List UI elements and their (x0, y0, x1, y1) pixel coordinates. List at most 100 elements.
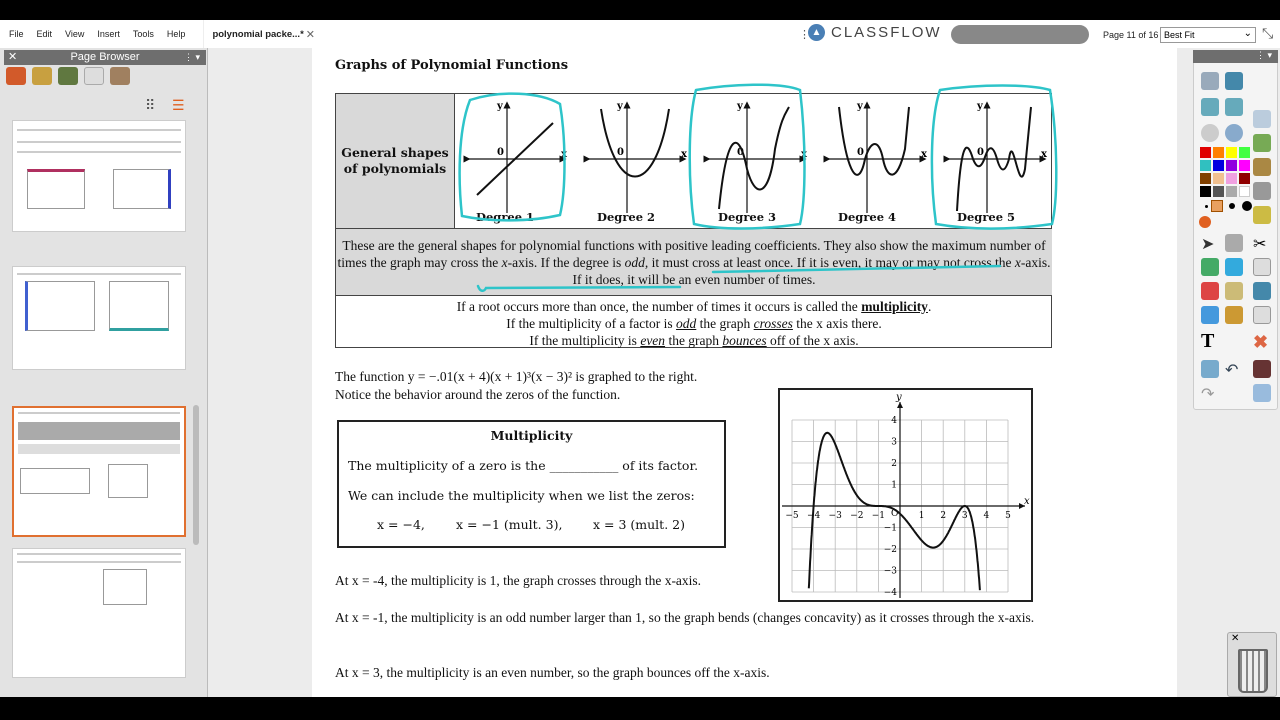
redo-icon[interactable]: ↷ (1201, 386, 1215, 403)
pen-size-xlarge[interactable] (1242, 201, 1252, 211)
select-icon[interactable]: ➤ (1201, 236, 1215, 253)
menu-edit[interactable]: Edit (36, 29, 53, 39)
text-icon[interactable]: T (1201, 330, 1215, 352)
text: bounces (722, 333, 767, 348)
trash-bin[interactable]: ✕ (1227, 632, 1277, 697)
color-swatch[interactable] (1226, 160, 1237, 171)
text: the x axis there. (792, 316, 882, 331)
toolbar-buttons: ➤ T ↶ ↷ ✂ ✖ (1193, 50, 1278, 410)
color-swatch[interactable] (1226, 186, 1237, 197)
chevron-down-icon: ⌄ (1243, 28, 1252, 39)
connector-icon[interactable] (1201, 306, 1219, 324)
zoom-select[interactable]: Best Fit ⌄ (1160, 27, 1256, 43)
color-swatch[interactable] (1239, 186, 1250, 197)
rule-line: If the multiplicity is even the graph bo… (336, 332, 1052, 349)
screen-icon[interactable] (1225, 72, 1243, 90)
fullscreen-icon[interactable]: ⤡ (1262, 25, 1274, 41)
degree-graph: y x 0 (463, 101, 568, 213)
panel-menu-icon[interactable]: ⋮ ▾ (183, 52, 200, 62)
menu-file[interactable]: File (9, 29, 24, 39)
zero: x = −4, (377, 517, 425, 532)
camera-icon[interactable] (1253, 134, 1271, 152)
y-axis-arrow (897, 402, 903, 408)
eraser-icon[interactable] (1201, 282, 1219, 300)
color-swatch[interactable] (1213, 160, 1224, 171)
zoom-value: Best Fit (1164, 30, 1195, 40)
color-swatch[interactable] (1226, 147, 1237, 158)
color-swatch[interactable] (1200, 186, 1211, 197)
properties-icon[interactable] (110, 67, 130, 85)
document-tab[interactable]: polynomial packe...* ✕ (203, 20, 323, 48)
clear-icon[interactable] (1201, 360, 1219, 378)
x-tick-label: −5 (785, 511, 799, 521)
degree-1-label: Degree 1 (475, 210, 535, 224)
menu-help[interactable]: Help (166, 29, 186, 39)
color-swatch[interactable] (1226, 173, 1237, 184)
pen-size-small[interactable] (1205, 205, 1208, 208)
copy-icon[interactable] (1253, 258, 1271, 276)
y-tick-label: −4 (884, 588, 898, 598)
pen-size-medium[interactable] (1211, 200, 1223, 212)
undo-icon[interactable]: ↶ (1225, 362, 1239, 379)
menu-tools[interactable]: Tools (132, 29, 154, 39)
x-axis-label: x (1041, 149, 1048, 160)
save-icon[interactable] (1253, 360, 1271, 378)
page-sorter-icon[interactable] (1201, 72, 1219, 90)
pages-icon[interactable] (6, 67, 26, 85)
list-view-icon[interactable]: ☰ (172, 97, 185, 113)
pen-color-slider[interactable] (1199, 216, 1211, 228)
page-thumbnail-current[interactable] (12, 406, 186, 537)
shapes-description: These are the general shapes for polynom… (336, 229, 1052, 296)
fill-icon[interactable] (1225, 282, 1243, 300)
more-icon[interactable]: ⋮ (799, 29, 810, 41)
text: . (927, 299, 932, 314)
page-thumbnail[interactable] (12, 548, 186, 678)
save-ink-icon[interactable] (1253, 158, 1271, 176)
color-swatch[interactable] (1213, 147, 1224, 158)
duplicate-icon[interactable] (1253, 306, 1271, 324)
next-page-icon[interactable] (1225, 98, 1243, 116)
resources-icon[interactable] (58, 67, 78, 85)
menu-insert[interactable]: Insert (97, 29, 120, 39)
pen-icon[interactable] (1201, 258, 1219, 276)
close-icon[interactable]: ✕ (305, 28, 315, 41)
color-swatch[interactable] (1239, 160, 1250, 171)
toolbar-header[interactable]: ⋮ ▾ (1193, 50, 1278, 63)
color-swatch[interactable] (1213, 186, 1224, 197)
ink-icon[interactable] (1253, 206, 1271, 224)
web-browser-icon[interactable] (1225, 124, 1243, 142)
text: the graph (665, 333, 723, 348)
color-swatch[interactable] (1200, 147, 1211, 158)
notes-icon[interactable] (84, 67, 104, 85)
page-extension-icon[interactable] (1253, 110, 1271, 128)
paste-icon[interactable] (1253, 282, 1271, 300)
box-line: The multiplicity of a zero is the ______… (348, 458, 699, 473)
x-tick-label: 3 (962, 511, 968, 521)
pen-size-large[interactable] (1229, 203, 1235, 209)
color-swatch[interactable] (1239, 147, 1250, 158)
scrollbar[interactable] (193, 405, 199, 545)
scissors-icon[interactable]: ✂ (1253, 236, 1267, 253)
highlighter-icon[interactable] (1225, 258, 1243, 276)
search-bar[interactable] (951, 25, 1089, 44)
delete-icon[interactable]: ✖ (1253, 332, 1269, 352)
close-icon[interactable]: ✕ (8, 51, 18, 63)
clipboard-icon[interactable] (1253, 384, 1271, 402)
media-icon[interactable] (32, 67, 52, 85)
previous-page-icon[interactable] (1201, 98, 1219, 116)
color-swatch[interactable] (1200, 160, 1211, 171)
color-swatch[interactable] (1239, 173, 1250, 184)
play-icon[interactable] (1201, 124, 1219, 142)
color-swatch[interactable] (1200, 173, 1211, 184)
menu-view[interactable]: View (65, 29, 85, 39)
page-thumbnail[interactable] (12, 266, 186, 370)
color-swatch[interactable] (1213, 173, 1224, 184)
magic-ink-icon[interactable] (1225, 306, 1243, 324)
tools-icon[interactable] (1225, 234, 1243, 252)
group-icon[interactable] (1253, 182, 1271, 200)
page-thumbnail[interactable] (12, 120, 186, 232)
close-icon[interactable]: ✕ (1231, 633, 1240, 644)
grid-view-icon[interactable]: ⠿ (145, 97, 156, 113)
x-axis-label: x (801, 149, 808, 160)
